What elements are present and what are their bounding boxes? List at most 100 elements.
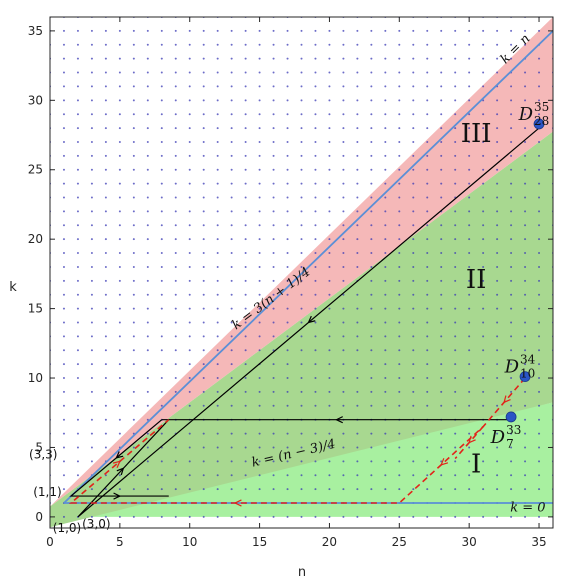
lattice-point — [90, 85, 93, 88]
lattice-point — [314, 307, 317, 310]
lattice-point — [160, 377, 163, 380]
lattice-point — [258, 404, 261, 407]
lattice-point — [440, 293, 443, 296]
lattice-point — [482, 279, 485, 282]
lattice-point — [160, 224, 163, 227]
lattice-point — [90, 307, 93, 310]
lattice-point — [174, 224, 177, 227]
lattice-point — [342, 238, 345, 241]
lattice-point — [538, 71, 541, 74]
lattice-point — [412, 57, 415, 60]
lattice-point — [118, 43, 121, 46]
lattice-point — [328, 404, 331, 407]
lattice-point — [272, 377, 275, 380]
lattice-point — [300, 29, 303, 32]
lattice-point — [90, 404, 93, 407]
lattice-point — [62, 515, 65, 518]
lattice-point — [468, 224, 471, 227]
lattice-point — [258, 460, 261, 463]
lattice-point — [244, 488, 247, 491]
lattice-point — [314, 168, 317, 171]
path-0-arrow — [116, 467, 125, 476]
lattice-point — [132, 29, 135, 32]
lattice-point — [510, 154, 513, 157]
lattice-point — [258, 279, 261, 282]
lattice-point — [104, 127, 107, 130]
lattice-point — [76, 196, 79, 199]
lattice-point — [426, 113, 429, 116]
lattice-point — [286, 210, 289, 213]
lattice-point — [300, 432, 303, 435]
lattice-point — [398, 390, 401, 393]
lattice-point — [160, 307, 163, 310]
lattice-point — [300, 196, 303, 199]
lattice-point — [272, 488, 275, 491]
lattice-point — [132, 43, 135, 46]
lattice-point — [258, 85, 261, 88]
lattice-point — [398, 154, 401, 157]
lattice-point — [454, 99, 457, 102]
lattice-point — [468, 279, 471, 282]
highlight-point-2 — [505, 411, 517, 423]
lattice-point — [468, 404, 471, 407]
lattice-point — [454, 154, 457, 157]
lattice-point — [230, 335, 233, 338]
lattice-point — [216, 113, 219, 116]
lattice-point — [356, 71, 359, 74]
lattice-point — [230, 404, 233, 407]
lattice-point — [454, 252, 457, 255]
lattice-point — [132, 279, 135, 282]
lattice-point — [202, 488, 205, 491]
lattice-point — [132, 252, 135, 255]
lattice-point — [202, 474, 205, 477]
x-tick-label: 25 — [392, 535, 407, 549]
lattice-point — [412, 210, 415, 213]
lattice-point — [258, 29, 261, 32]
lattice-point — [258, 488, 261, 491]
lattice-point — [510, 432, 513, 435]
lattice-point — [524, 460, 527, 463]
lattice-point — [118, 488, 121, 491]
lattice-point — [202, 265, 205, 268]
lattice-point — [510, 446, 513, 449]
lattice-point — [300, 404, 303, 407]
lattice-point — [524, 335, 527, 338]
lattice-point — [202, 363, 205, 366]
lattice-point — [468, 432, 471, 435]
lattice-point — [496, 488, 499, 491]
lattice-point — [90, 293, 93, 296]
lattice-point — [300, 182, 303, 185]
lattice-point — [146, 154, 149, 157]
lattice-point — [258, 57, 261, 60]
lattice-point — [384, 488, 387, 491]
lattice-point — [398, 113, 401, 116]
lattice-point — [286, 168, 289, 171]
lattice-point — [496, 252, 499, 255]
lattice-point — [244, 127, 247, 130]
lattice-point — [216, 515, 219, 518]
lattice-point — [104, 321, 107, 324]
lattice-point — [230, 57, 233, 60]
lattice-point — [146, 432, 149, 435]
lattice-point — [258, 238, 261, 241]
lattice-point — [524, 99, 527, 102]
paths-layer — [68, 127, 540, 518]
lattice-point — [202, 99, 205, 102]
lattice-point — [188, 265, 191, 268]
lattice-point — [118, 85, 121, 88]
lattice-point — [286, 488, 289, 491]
lattice-point — [76, 307, 79, 310]
lattice-point — [244, 293, 247, 296]
lattice-point — [342, 154, 345, 157]
lattice-point — [398, 182, 401, 185]
lattice-point — [160, 432, 163, 435]
lattice-point — [160, 390, 163, 393]
lattice-point — [160, 460, 163, 463]
lattice-point — [440, 390, 443, 393]
lattice-point — [258, 154, 261, 157]
lattice-point — [174, 390, 177, 393]
lattice-point — [524, 321, 527, 324]
lattice-point — [356, 168, 359, 171]
lattice-point — [384, 29, 387, 32]
lattice-point — [356, 154, 359, 157]
